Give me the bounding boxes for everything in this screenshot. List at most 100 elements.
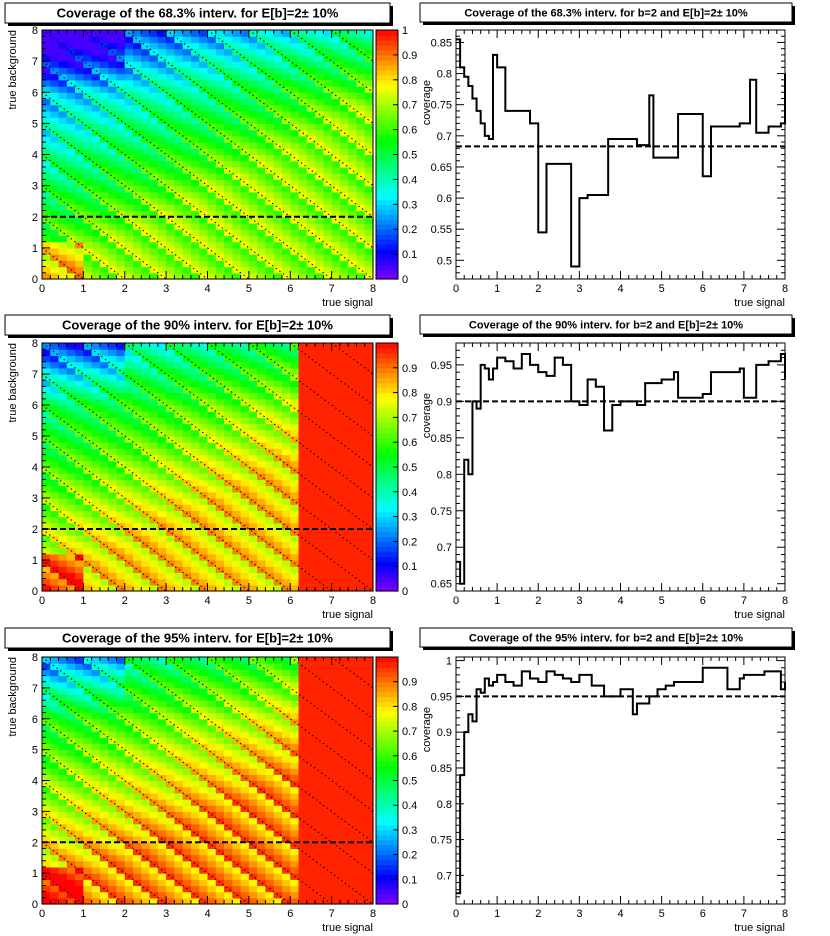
- heat-cell: [323, 467, 333, 474]
- heat-cell: [248, 160, 258, 168]
- heatmap-2-ytick-label: 6: [32, 400, 38, 412]
- heat-cell: [66, 522, 76, 530]
- heat-cell: [224, 842, 233, 850]
- heat-cell: [108, 173, 118, 180]
- heat-cell: [133, 799, 142, 806]
- heat-cell: [174, 675, 184, 683]
- heat-cell: [199, 148, 209, 156]
- heat-cell: [273, 398, 283, 406]
- heat-cell: [83, 848, 93, 856]
- heat-cell: [182, 216, 192, 224]
- heat-cell: [50, 572, 60, 580]
- heat-cell: [323, 79, 333, 87]
- heat-cell: [166, 584, 175, 592]
- heat-cell: [108, 386, 118, 394]
- heat-cell: [99, 210, 109, 218]
- colorbar-segment: [376, 109, 398, 116]
- heat-cell: [75, 110, 84, 118]
- heat-cell: [182, 260, 192, 268]
- heat-cell: [83, 792, 93, 800]
- heat-cell: [75, 479, 84, 487]
- heat-cell: [83, 663, 93, 670]
- heat-cell: [42, 442, 51, 449]
- colorbar-segment: [376, 274, 398, 280]
- heat-cell: [339, 411, 349, 418]
- heat-cell: [166, 454, 175, 462]
- heat-cell: [141, 706, 151, 714]
- heat-cell: [281, 473, 291, 480]
- heat-cell: [281, 510, 291, 518]
- heat-cell: [331, 491, 341, 499]
- heat-cell: [182, 254, 192, 261]
- heat-cell: [58, 743, 68, 751]
- heat-cell: [182, 411, 192, 418]
- heat-cell: [166, 367, 175, 375]
- heat-cell: [75, 460, 84, 468]
- colorbar-segment: [376, 476, 398, 483]
- heat-cell: [315, 229, 324, 237]
- heat-cell: [133, 454, 142, 462]
- heat-cell: [50, 42, 60, 50]
- heat-cell: [265, 473, 275, 480]
- heat-cell: [240, 547, 250, 555]
- heat-cell: [265, 48, 275, 56]
- heat-cell: [124, 885, 134, 893]
- heat-cell: [174, 743, 184, 751]
- heat-cell: [257, 529, 267, 536]
- heatmap-4: [41, 656, 374, 905]
- heat-cell: [331, 67, 341, 75]
- heat-cell: [141, 104, 151, 112]
- heat-cell: [199, 73, 209, 81]
- heat-cell: [207, 485, 217, 493]
- heat-cell: [83, 241, 93, 249]
- heat-cell: [91, 36, 101, 44]
- heat-cell: [265, 566, 275, 573]
- heat-cell: [157, 166, 167, 174]
- heat-cell: [207, 706, 217, 714]
- heat-cell: [232, 73, 242, 81]
- heat-cell: [248, 104, 258, 112]
- heat-cell: [224, 154, 233, 162]
- heat-cell: [141, 61, 151, 68]
- heat-cell: [116, 229, 126, 237]
- colorbar-segment: [376, 74, 398, 81]
- heat-cell: [323, 498, 333, 505]
- heat-cell: [166, 460, 175, 468]
- heat-cell: [50, 117, 60, 124]
- heat-cell: [190, 454, 200, 462]
- heat-cell: [116, 361, 126, 369]
- step-plot-1-xtick-label: 6: [700, 283, 706, 295]
- heat-cell: [199, 854, 209, 862]
- heat-cell: [91, 92, 101, 100]
- heat-cell: [240, 30, 250, 37]
- heat-cell: [364, 129, 374, 137]
- heat-cell: [232, 885, 242, 893]
- heat-cell: [232, 504, 242, 511]
- heat-cell: [281, 266, 291, 274]
- heat-cell: [298, 229, 308, 237]
- colorbar-segment: [376, 189, 398, 195]
- heat-cell: [298, 572, 308, 580]
- heat-cell: [364, 266, 374, 274]
- heat-cell: [281, 448, 291, 456]
- heat-cell: [240, 166, 250, 174]
- heat-cell: [166, 706, 175, 714]
- heat-cell: [273, 386, 283, 394]
- heat-cell: [174, 836, 184, 843]
- heat-cell: [133, 160, 142, 168]
- heat-cell: [66, 504, 76, 511]
- heat-cell: [290, 198, 300, 205]
- heat-cell: [149, 86, 159, 93]
- heat-cell: [199, 210, 209, 218]
- heat-cell: [224, 706, 233, 714]
- heat-cell: [58, 61, 68, 68]
- heat-cell: [66, 442, 76, 449]
- heat-cell: [116, 204, 126, 212]
- heat-cell: [315, 566, 324, 573]
- heat-cell: [182, 79, 192, 87]
- heat-cell: [265, 54, 275, 62]
- heat-cell: [199, 584, 209, 592]
- heat-cell: [215, 504, 225, 511]
- heat-cell: [149, 123, 159, 131]
- heat-cell: [224, 829, 233, 837]
